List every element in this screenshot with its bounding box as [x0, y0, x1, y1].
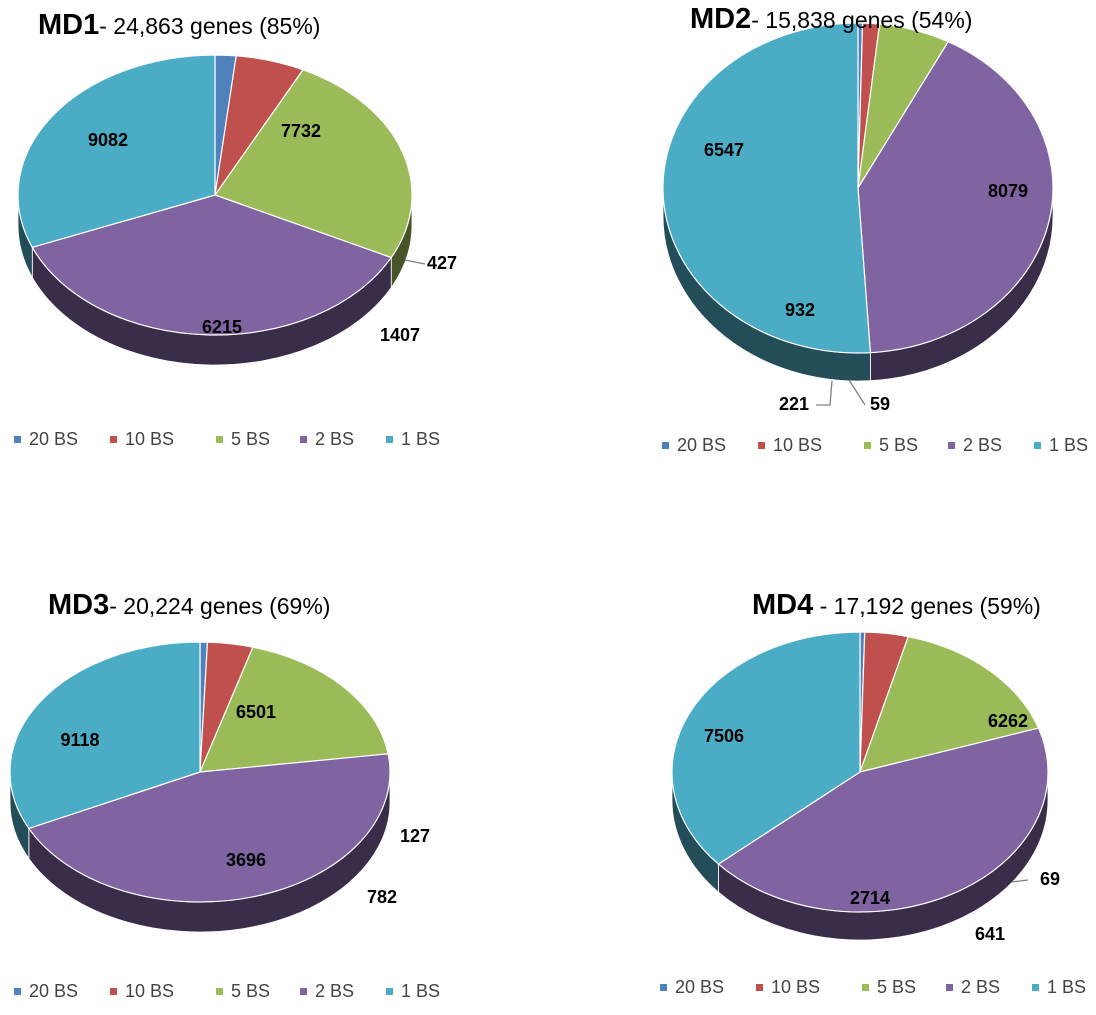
data-label: 59 — [870, 394, 890, 414]
pie-slice-2-bs — [27, 753, 391, 903]
chart-subtitle: - 20,224 genes (69%) — [109, 593, 330, 619]
pie-slice-2-bs — [857, 40, 1054, 354]
legend-label: 5 BS — [231, 429, 270, 449]
legend-swatch — [756, 984, 763, 991]
data-label: 1407 — [380, 325, 420, 345]
legend-label: 10 BS — [773, 435, 822, 455]
legend-swatch — [758, 442, 765, 449]
legend-swatch — [110, 988, 117, 995]
legend-label: 2 BS — [315, 429, 354, 449]
chart-subtitle: - 24,863 genes (85%) — [99, 13, 320, 39]
data-label: 7732 — [281, 121, 321, 141]
legend-swatch — [300, 988, 307, 995]
legend-label: 1 BS — [1049, 435, 1088, 455]
data-label: 782 — [367, 887, 397, 907]
legend-label: 20 BS — [29, 981, 78, 1001]
data-label: 8079 — [988, 181, 1028, 201]
legend-label: 1 BS — [1047, 977, 1086, 997]
data-label: 932 — [785, 300, 815, 320]
legend-label: 10 BS — [125, 981, 174, 1001]
legend: 20 BS 10 BS 5 BS 2 BS 1 BS — [662, 435, 1088, 455]
pie-chart-3: 127 782 3696 9118 6501 MD3- 20,224 genes (69%… — [9, 589, 440, 1001]
legend-label: 1 BS — [401, 429, 440, 449]
legend-swatch — [386, 988, 393, 995]
chart-title-main: MD1 — [38, 9, 99, 41]
legend-swatch — [1032, 984, 1039, 991]
legend-label: 5 BS — [879, 435, 918, 455]
legend-label: 10 BS — [125, 429, 174, 449]
legend-label: 10 BS — [771, 977, 820, 997]
legend-swatch — [864, 442, 871, 449]
leader-line — [816, 380, 833, 406]
legend-swatch — [662, 442, 669, 449]
pie-slice-1-bs — [9, 641, 201, 830]
chart-title-main: MD2 — [690, 3, 751, 35]
legend-label: 1 BS — [401, 981, 440, 1001]
chart-subtitle: - 17,192 genes (59%) — [813, 593, 1041, 619]
legend-swatch — [1034, 442, 1041, 449]
legend: 20 BS 10 BS 5 BS 2 BS 1 BS — [660, 977, 1086, 997]
leader-line — [404, 259, 426, 265]
pie-slice-1-bs — [671, 631, 861, 865]
legend-swatch — [946, 984, 953, 991]
legend-swatch — [110, 436, 117, 443]
legend-label: 20 BS — [675, 977, 724, 997]
chart-title-main: MD3 — [48, 589, 109, 621]
legend-label: 5 BS — [877, 977, 916, 997]
data-label: 69 — [1040, 869, 1060, 889]
chart-title: MD3- 20,224 genes (69%) — [48, 589, 330, 621]
legend-label: 20 BS — [677, 435, 726, 455]
pie-slice-5-bs — [859, 635, 1040, 773]
data-label: 6547 — [704, 140, 744, 160]
data-label: 427 — [427, 253, 457, 273]
legend-swatch — [862, 984, 869, 991]
legend-swatch — [386, 436, 393, 443]
leader-line — [848, 379, 866, 406]
pie-chart-2: 59 221 932 6547 8079 MD2- 15,838 genes (54%) 2… — [662, 3, 1088, 455]
legend-swatch — [14, 436, 21, 443]
chart-title: MD1- 24,863 genes (85%) — [38, 9, 320, 41]
legend: 20 BS 10 BS 5 BS 2 BS 1 BS — [14, 981, 440, 1001]
legend-swatch — [660, 984, 667, 991]
legend-swatch — [216, 988, 223, 995]
legend-label: 5 BS — [231, 981, 270, 1001]
leader-line — [1011, 879, 1029, 883]
pie-slice-2-bs — [31, 194, 393, 336]
legend-swatch — [948, 442, 955, 449]
pie-slice-5-bs — [214, 69, 413, 259]
legend: 20 BS 10 BS 5 BS 2 BS 1 BS — [14, 429, 440, 449]
legend-label: 2 BS — [315, 981, 354, 1001]
data-label: 7506 — [704, 726, 744, 746]
pie-slice-1-bs — [17, 54, 216, 249]
data-label: 9118 — [60, 730, 99, 750]
legend-label: 2 BS — [961, 977, 1000, 997]
data-label: 6215 — [202, 317, 242, 337]
data-label: 6262 — [988, 711, 1028, 731]
pie-slice-5-bs — [199, 646, 389, 773]
data-label: 2714 — [850, 888, 890, 908]
data-label: 641 — [975, 924, 1005, 944]
legend-swatch — [14, 988, 21, 995]
chart-title: MD4 - 17,192 genes (59%) — [752, 589, 1041, 621]
data-label: 9082 — [88, 130, 128, 150]
pie-chart-4: 69 641 2714 7506 6262 MD4 - 17,192 genes (59%… — [660, 589, 1086, 997]
chart-title-main: MD4 — [752, 589, 813, 621]
legend-label: 20 BS — [29, 429, 78, 449]
data-label: 6501 — [236, 702, 276, 722]
chart-subtitle: - 15,838 genes (54%) — [751, 7, 972, 33]
legend-swatch — [300, 436, 307, 443]
data-label: 221 — [779, 394, 809, 414]
data-label: 3696 — [226, 850, 266, 870]
legend-swatch — [216, 436, 223, 443]
pie-slice-1-bs — [662, 22, 872, 354]
chart-title: MD2- 15,838 genes (54%) — [690, 3, 972, 35]
pie-chart-1: 427 1407 6215 9082 7732 MD1- 24,863 genes (85… — [14, 9, 457, 449]
pie-slice-2-bs — [717, 727, 1049, 913]
data-label: 127 — [400, 826, 430, 846]
legend-label: 2 BS — [963, 435, 1002, 455]
